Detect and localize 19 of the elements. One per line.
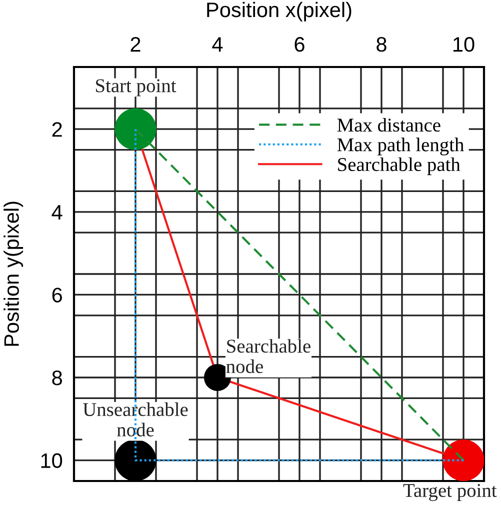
y-tick-label: 6 bbox=[52, 288, 62, 302]
legend-label: Max distance bbox=[337, 118, 440, 132]
y-tick-label: 2 bbox=[52, 122, 62, 137]
annotation: Searchable node bbox=[226, 339, 310, 374]
annotation: Start point bbox=[96, 79, 176, 96]
x-tick-label: 2 bbox=[130, 37, 140, 52]
x-axis-title: Position x(pixel) bbox=[207, 2, 352, 22]
annotation: Target point bbox=[403, 484, 497, 502]
y-axis-title: Position y(pixel) bbox=[4, 202, 24, 346]
x-tick-label: 4 bbox=[212, 37, 223, 52]
legend-label: Searchable path bbox=[338, 157, 460, 176]
y-tick-label: 8 bbox=[52, 370, 62, 386]
x-tick-label: 8 bbox=[376, 37, 386, 52]
y-tick-label: 4 bbox=[52, 205, 62, 220]
x-tick-label: 10 bbox=[454, 37, 474, 52]
x-tick-label: 6 bbox=[294, 37, 304, 52]
annotation: Unsearchable node bbox=[83, 402, 188, 436]
legend-label: Max path length bbox=[337, 138, 464, 156]
y-tick-label: 10 bbox=[41, 453, 62, 468]
